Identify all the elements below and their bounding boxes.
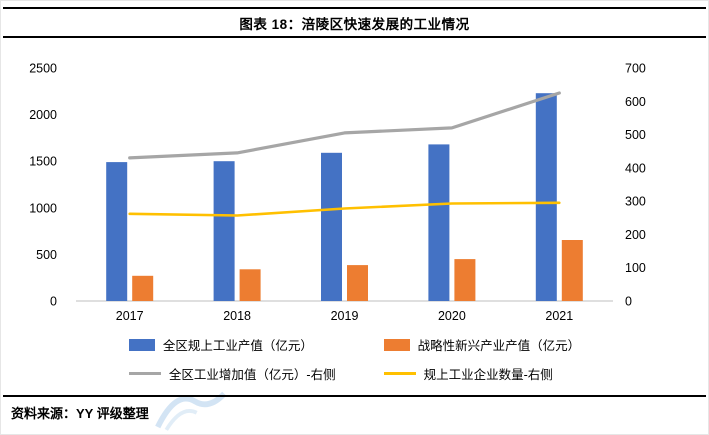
legend-item-2: 全区工业增加值（亿元）-右侧 — [128, 364, 336, 383]
x-axis-category-label: 2020 — [438, 309, 466, 323]
right-axis-tick-label: 700 — [625, 62, 646, 76]
bar-emerging-industry — [132, 275, 154, 301]
left-axis-tick-label: 500 — [36, 248, 57, 262]
bar-industrial-output — [106, 162, 128, 301]
legend-item-0: 全区规上工业产值（亿元） — [128, 335, 336, 354]
footer-band: 资料来源：YY 评级整理 — [3, 395, 706, 422]
line-added-value — [128, 91, 561, 160]
left-axis-tick-label: 1500 — [29, 155, 57, 169]
legend-label: 规上工业企业数量-右侧 — [423, 368, 553, 382]
combo-chart: 0 500 1000 1500 2000 2500 0 100 200 300 400 500 600 7… — [29, 62, 646, 324]
chart-area: 0 500 1000 1500 2000 2500 0 100 200 300 400 500 600 7… — [1, 46, 708, 331]
x-axis-category-label: 2018 — [223, 309, 251, 323]
legend-line-marker — [383, 372, 416, 375]
legend-bar-swatch — [383, 338, 410, 351]
left-axis-tick-label: 0 — [50, 295, 57, 309]
x-axis-category-label: 2021 — [545, 309, 573, 323]
right-axis-tick-label: 500 — [625, 128, 646, 142]
left-axis-tick-label: 2500 — [29, 62, 57, 76]
bar-emerging-industry — [454, 259, 476, 301]
right-axis-tick-label: 200 — [625, 228, 646, 242]
right-axis-tick-label: 100 — [625, 261, 646, 275]
legend-label: 战略性新兴产业产值（亿元） — [417, 339, 581, 353]
legend-item-3: 规上工业企业数量-右侧 — [383, 364, 581, 383]
source-note: 资料来源：YY 评级整理 — [11, 406, 149, 421]
left-axis-tick-label: 2000 — [29, 108, 57, 122]
line-enterprise-count — [128, 201, 561, 217]
bar-emerging-industry — [561, 240, 583, 301]
chart-title: 图表 18：涪陵区快速发展的工业情况 — [239, 17, 470, 32]
legend-bar-swatch — [128, 338, 155, 351]
legend-label: 全区工业增加值（亿元）-右侧 — [168, 368, 336, 382]
bar-industrial-output — [428, 144, 450, 301]
legend-label: 全区规上工业产值（亿元） — [162, 339, 313, 353]
bar-industrial-output — [321, 152, 342, 301]
bar-industrial-output — [213, 161, 235, 301]
bar-emerging-industry — [239, 269, 261, 301]
right-axis-tick-label: 400 — [625, 161, 646, 175]
legend-line-marker — [128, 372, 161, 375]
right-axis-tick-label: 600 — [625, 95, 646, 109]
right-axis-tick-label: 0 — [625, 295, 632, 309]
chart-legend: 全区规上工业产值（亿元） 战略性新兴产业产值（亿元） 全区工业增加值（亿元）-右侧 规… — [1, 335, 708, 383]
bar-emerging-industry — [347, 265, 368, 301]
chart-title-band: 图表 18：涪陵区快速发展的工业情况 — [3, 7, 706, 38]
x-axis-category-label: 2017 — [116, 309, 144, 323]
left-axis-tick-label: 1000 — [29, 201, 57, 215]
x-axis-category-label: 2019 — [331, 309, 359, 323]
legend-item-1: 战略性新兴产业产值（亿元） — [383, 335, 581, 354]
bar-industrial-output — [535, 93, 557, 301]
right-axis-tick-label: 300 — [625, 195, 646, 209]
